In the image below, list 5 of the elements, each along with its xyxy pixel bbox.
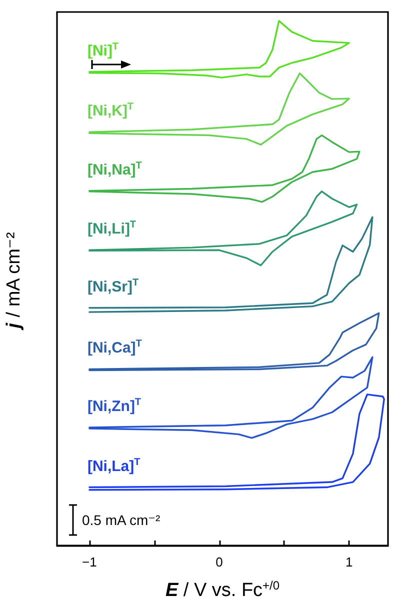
x-tick-label: 0 — [216, 554, 223, 570]
x-tick-label: −1 — [82, 554, 97, 570]
annotation: 0.5 mA cm⁻² — [82, 512, 161, 528]
x-tick-label: 1 — [345, 554, 353, 570]
y-axis-title: j / mA cm⁻² — [4, 232, 24, 332]
